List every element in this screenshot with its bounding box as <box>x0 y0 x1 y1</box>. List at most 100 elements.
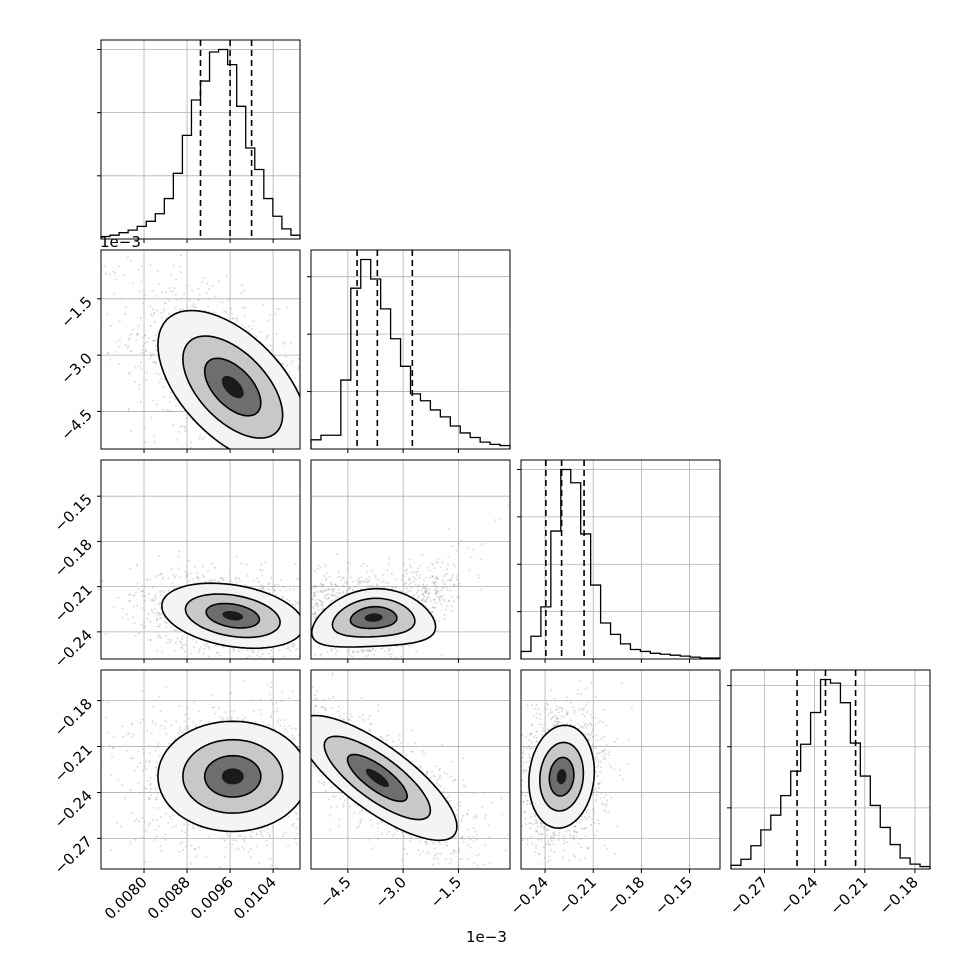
scatter-point <box>267 475 269 477</box>
scatter-point <box>291 603 294 606</box>
scatter-point <box>157 807 160 809</box>
scatter-point <box>480 558 483 561</box>
scatter-point <box>301 433 303 435</box>
density-group-r3c0 <box>86 674 327 880</box>
scatter-point <box>477 573 480 576</box>
scatter-point <box>277 583 279 586</box>
scatter-point <box>160 612 163 615</box>
scatter-point <box>181 635 184 638</box>
scatter-point <box>235 317 238 320</box>
scatter-point <box>76 288 78 290</box>
scatter-point <box>308 579 310 581</box>
scatter-point <box>169 815 171 818</box>
scatter-point <box>155 761 158 764</box>
scatter-point <box>143 334 146 337</box>
scatter-point <box>326 588 329 591</box>
scatter-point <box>145 729 148 732</box>
scatter-point <box>168 312 170 315</box>
scatter-point <box>313 613 316 616</box>
scatter-point <box>211 661 213 663</box>
scatter-point <box>129 259 132 262</box>
scatter-point <box>225 479 227 481</box>
scatter-point <box>86 763 88 765</box>
scatter-point <box>288 371 291 374</box>
scatter-point <box>162 590 165 593</box>
scatter-point <box>157 635 160 638</box>
scatter-point <box>424 590 427 593</box>
scatter-point <box>422 583 425 586</box>
scatter-point <box>418 577 421 579</box>
scatter-point <box>185 575 188 578</box>
scatter-point <box>387 584 390 587</box>
scatter-point <box>316 782 318 784</box>
scatter-point <box>312 825 314 827</box>
scatter-point <box>269 344 272 347</box>
scatter-point <box>132 594 135 597</box>
scatter-point <box>347 567 350 570</box>
scatter-point <box>322 406 324 408</box>
scatter-point <box>232 839 235 842</box>
scatter-point <box>313 469 315 471</box>
scatter-point <box>345 582 348 585</box>
scatter-point <box>141 748 144 750</box>
scatter-point <box>262 304 265 307</box>
scatter-point <box>325 780 327 782</box>
scatter-point <box>301 784 303 786</box>
scatter-point <box>304 635 306 637</box>
scatter-point <box>150 353 153 356</box>
scatter-point <box>275 593 278 596</box>
scatter-point <box>435 591 438 594</box>
scatter-point <box>434 581 437 584</box>
scatter-point <box>118 345 121 348</box>
scatter-point <box>162 311 165 313</box>
scatter-point <box>155 575 157 578</box>
scatter-point <box>344 477 346 479</box>
scatter-point <box>239 463 241 465</box>
scatter-point <box>236 555 238 558</box>
scatter-point <box>452 563 455 566</box>
scatter-point <box>251 470 253 472</box>
scatter-point <box>312 381 314 383</box>
scatter-point <box>321 583 324 586</box>
scatter-point <box>385 581 388 584</box>
scatter-point <box>287 573 289 575</box>
scatter-point <box>417 589 420 592</box>
scatter-point <box>303 425 305 427</box>
scatter-point <box>413 580 416 583</box>
scatter-point <box>124 306 127 309</box>
scatter-point <box>453 584 456 587</box>
scatter-point <box>141 689 143 692</box>
scatter-point <box>192 721 195 724</box>
scatter-point <box>170 391 172 394</box>
scatter-point <box>318 814 320 816</box>
scatter-point <box>416 570 419 573</box>
scatter-point <box>233 476 235 478</box>
scatter-point <box>244 307 246 309</box>
scatter-point <box>245 563 248 566</box>
scatter-point <box>136 582 139 585</box>
scatter-point <box>434 592 437 595</box>
scatter-point <box>348 586 351 589</box>
scatter-point <box>134 820 137 822</box>
scatter-point <box>288 649 291 652</box>
scatter-point <box>137 365 140 368</box>
scatter-point <box>431 606 434 608</box>
scatter-point <box>155 361 158 364</box>
scatter-point <box>458 582 461 585</box>
scatter-point <box>252 320 255 323</box>
scatter-point <box>113 791 116 794</box>
scatter-point <box>273 465 275 467</box>
scatter-point <box>189 878 191 880</box>
scatter-point <box>301 438 303 440</box>
scatter-point <box>154 594 157 596</box>
scatter-point <box>312 595 315 598</box>
scatter-point <box>361 648 364 651</box>
scatter-point <box>293 455 295 457</box>
scatter-point <box>451 545 454 547</box>
scatter-point <box>257 650 260 653</box>
scatter-point <box>282 596 285 599</box>
scatter-point <box>340 579 343 582</box>
scatter-point <box>167 299 170 302</box>
scatter-point <box>405 586 408 589</box>
scatter-point <box>325 594 328 597</box>
